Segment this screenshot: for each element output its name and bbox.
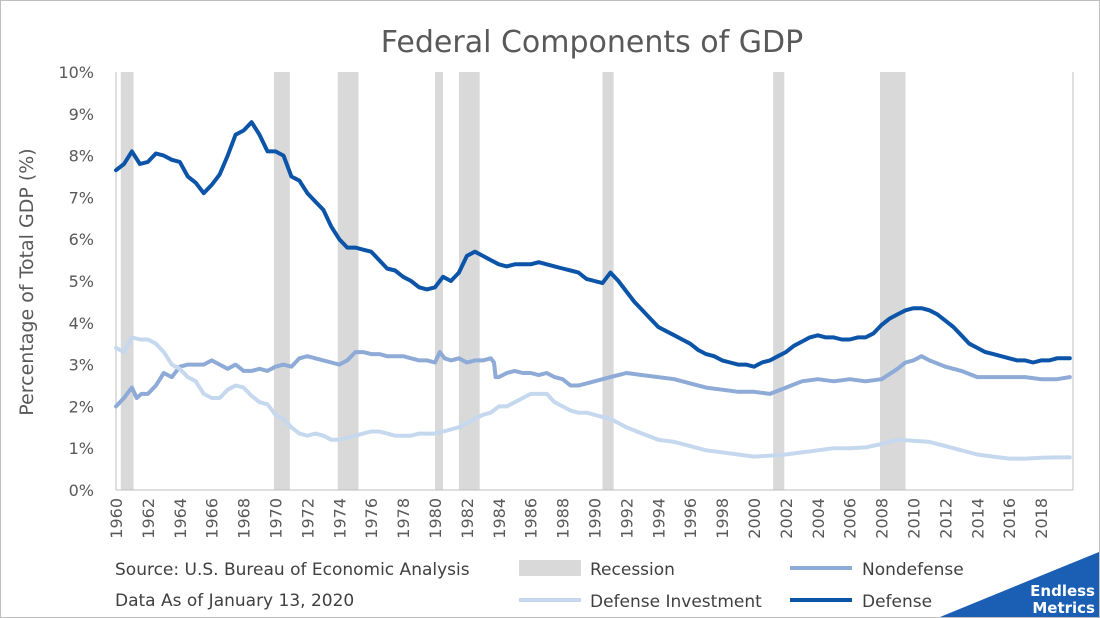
logo-text-line1: Endless <box>1030 582 1095 600</box>
x-tick-label-1980: 1980 <box>426 498 445 539</box>
y-tick-label-0: 0% <box>69 481 94 500</box>
recession-band-4 <box>458 72 480 490</box>
legend-label-defense: Defense <box>862 592 932 612</box>
endless-metrics-logo: Endless Metrics <box>940 552 1099 617</box>
series-line-nondefense <box>114 350 1072 409</box>
legend: Recession Nondefense Defense Investment … <box>519 560 964 612</box>
logo-triangle <box>940 552 1099 617</box>
axes <box>115 72 1074 491</box>
x-tick-label-2014: 2014 <box>968 498 987 539</box>
x-tick-label-2002: 2002 <box>777 498 796 539</box>
chart-title: Federal Components of GDP <box>381 25 803 60</box>
recession-bands <box>120 72 906 490</box>
recession-band-0 <box>120 72 134 490</box>
tick-labels: 0% 1% 2% 3% 4% 5% 6% 7% 8% 9% 10% 1960 1962 1964 1966 1… <box>58 63 1051 539</box>
y-tick-label-8: 8% <box>69 147 94 166</box>
recession-band-6 <box>773 72 785 490</box>
x-tick-label-1976: 1976 <box>362 498 381 539</box>
x-tick-label-1996: 1996 <box>681 498 700 539</box>
date-note: Data As of January 13, 2020 <box>115 591 354 611</box>
logo-text-line2: Metrics <box>1032 599 1095 617</box>
x-tick-label-2006: 2006 <box>841 498 860 539</box>
x-tick-label-1988: 1988 <box>554 498 573 539</box>
legend-label-recession: Recession <box>590 560 675 580</box>
legend-label-nondefense: Nondefense <box>862 560 964 580</box>
x-tick-label-1978: 1978 <box>394 498 413 539</box>
y-tick-label-5: 5% <box>69 272 94 291</box>
legend-label-defense-investment: Defense Investment <box>590 592 762 612</box>
x-tick-label-2016: 2016 <box>1000 498 1019 539</box>
y-tick-label-4: 4% <box>69 314 94 333</box>
x-tick-label-1966: 1966 <box>203 498 222 539</box>
series-lines <box>114 120 1072 461</box>
x-tick-label-1992: 1992 <box>617 498 636 539</box>
y-tick-label-3: 3% <box>69 356 94 375</box>
x-tick-label-1974: 1974 <box>330 498 349 539</box>
x-tick-label-2018: 2018 <box>1032 498 1051 539</box>
y-tick-label-1: 1% <box>69 439 94 458</box>
x-tick-label-1960: 1960 <box>107 498 126 539</box>
x-tick-label-1968: 1968 <box>235 498 254 539</box>
x-tick-label-2012: 2012 <box>936 498 955 539</box>
x-tick-label-1990: 1990 <box>586 498 605 539</box>
x-tick-label-1986: 1986 <box>522 498 541 539</box>
recession-band-5 <box>602 72 614 490</box>
x-tick-label-1970: 1970 <box>267 498 286 539</box>
x-tick-label-1982: 1982 <box>458 498 477 539</box>
x-tick-label-2008: 2008 <box>873 498 892 539</box>
x-tick-label-1964: 1964 <box>171 498 190 539</box>
x-tick-label-1994: 1994 <box>649 498 668 539</box>
x-tick-label-1962: 1962 <box>139 498 158 539</box>
recession-band-2 <box>337 72 359 490</box>
x-tick-label-2000: 2000 <box>745 498 764 539</box>
x-tick-label-2010: 2010 <box>905 498 924 539</box>
y-tick-label-6: 6% <box>69 230 94 249</box>
series-line-defense <box>114 120 1072 369</box>
y-axis-label: Percentage of Total GDP (%) <box>16 148 38 415</box>
y-tick-label-7: 7% <box>69 188 94 207</box>
y-tick-label-10: 10% <box>58 63 94 82</box>
recession-band-7 <box>880 72 906 490</box>
y-tick-label-2: 2% <box>69 397 94 416</box>
y-tick-label-9: 9% <box>69 105 94 124</box>
x-tick-label-1998: 1998 <box>713 498 732 539</box>
x-tick-label-2004: 2004 <box>809 498 828 539</box>
series-line-defense-investment <box>114 335 1072 461</box>
recession-band-1 <box>273 72 290 490</box>
x-tick-label-1972: 1972 <box>298 498 317 539</box>
legend-swatch-recession <box>519 560 581 576</box>
source-note: Source: U.S. Bureau of Economic Analysis <box>115 560 470 580</box>
x-tick-label-1984: 1984 <box>490 498 509 539</box>
